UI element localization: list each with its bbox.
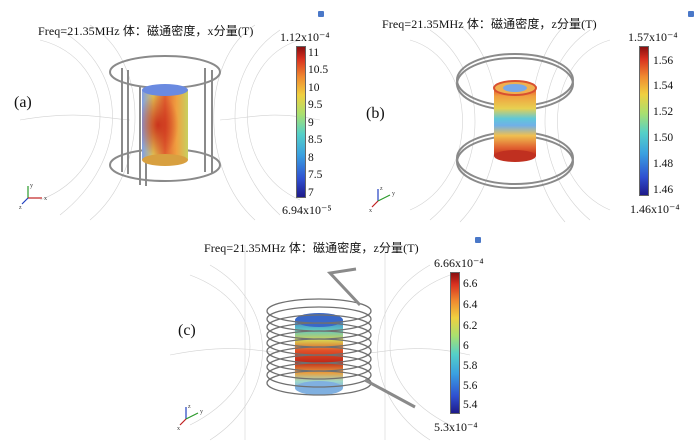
colorbar-a-tick: 10.5: [308, 64, 329, 76]
axes-triad-icon-c: z y x: [177, 404, 203, 431]
cylinder-b: [493, 80, 537, 162]
colorbar-b-tick: 1.54: [653, 80, 674, 92]
cylinder-a: [142, 84, 188, 166]
colorbar-a: [296, 46, 306, 198]
panel-c-label: (c): [178, 322, 196, 339]
colorbar-c-tick: 6.4: [463, 299, 478, 311]
panel-b-title: Freq=21.35MHz 体：磁通密度，z分量(T): [382, 17, 597, 31]
colorbar-b: [639, 46, 649, 196]
axis-label: y: [30, 183, 33, 189]
panel-c-title: Freq=21.35MHz 体：磁通密度，z分量(T): [204, 241, 419, 255]
colorbar-c-max: 6.66x10⁻⁴: [434, 256, 484, 270]
solenoid-coil-c: [266, 267, 416, 409]
colorbar-a-tick: 8.5: [308, 134, 323, 146]
colorbar-c-tick: 6.2: [463, 320, 478, 332]
axis-label: z: [19, 205, 22, 210]
colorbar-b-tick: 1.56: [653, 55, 674, 67]
colorbar-c-tick: 5.4: [463, 399, 478, 411]
panel-b-scene: [409, 24, 611, 223]
axes-triad-icon-a: y z x: [19, 183, 47, 210]
panel-a-scene: [19, 24, 321, 221]
colorbar-a-min: 6.94x10⁻⁵: [282, 203, 332, 217]
colorbar-a-tick: 9.5: [308, 99, 323, 111]
axis-label: x: [369, 208, 372, 213]
field-lines-c: [169, 245, 471, 441]
panel-a: Freq=21.35MHz 体：磁通密度，x分量(T) (a) 1.12x10⁻…: [0, 0, 350, 225]
panel-a-label: (a): [14, 94, 32, 111]
colorbar-a-tick: 11: [308, 47, 320, 59]
colorbar-c: [450, 272, 460, 414]
colorbar-c-tick: 5.8: [463, 360, 478, 372]
colorbar-c-tick: 6: [463, 340, 469, 352]
panel-b-label: (b): [366, 105, 385, 122]
comsol-icon: [475, 237, 481, 243]
colorbar-b-tick: 1.50: [653, 132, 674, 144]
colorbar-a-tick: 9: [308, 117, 314, 129]
panel-c-scene: [169, 245, 471, 441]
axes-triad-icon-b: z y x: [369, 186, 395, 213]
colorbar-a-tick: 7: [308, 187, 314, 199]
axis-label: z: [380, 186, 383, 192]
comsol-icon: [318, 11, 324, 17]
colorbar-b-min: 1.46x10⁻⁴: [630, 202, 680, 216]
colorbar-a-tick: 8: [308, 152, 314, 164]
colorbar-b-tick: 1.48: [653, 158, 674, 170]
axis-label: y: [392, 191, 395, 197]
panel-b: Freq=21.35MHz 体：磁通密度，z分量(T) (b) 1.57x10⁻…: [350, 0, 700, 225]
axis-label: x: [44, 196, 47, 202]
panel-a-title: Freq=21.35MHz 体：磁通密度，x分量(T): [38, 24, 254, 38]
axis-label: z: [188, 404, 191, 410]
colorbar-b-tick: 1.52: [653, 106, 674, 118]
colorbar-a-tick: 7.5: [308, 169, 323, 181]
comsol-icon: [688, 11, 694, 17]
colorbar-b-max: 1.57x10⁻⁴: [628, 30, 678, 44]
colorbar-c-min: 5.3x10⁻⁴: [434, 420, 478, 434]
colorbar-a-max: 1.12x10⁻⁴: [280, 30, 330, 44]
colorbar-c-tick: 6.6: [463, 278, 478, 290]
colorbar-a-tick: 10: [308, 82, 320, 94]
colorbar-b-tick: 1.46: [653, 184, 674, 196]
axis-label: x: [177, 426, 180, 431]
axis-label: y: [200, 409, 203, 415]
colorbar-c-tick: 5.6: [463, 380, 478, 392]
panel-c: Freq=21.35MHz 体：磁通密度，z分量(T) (c) 6.66x10⁻…: [150, 225, 550, 446]
